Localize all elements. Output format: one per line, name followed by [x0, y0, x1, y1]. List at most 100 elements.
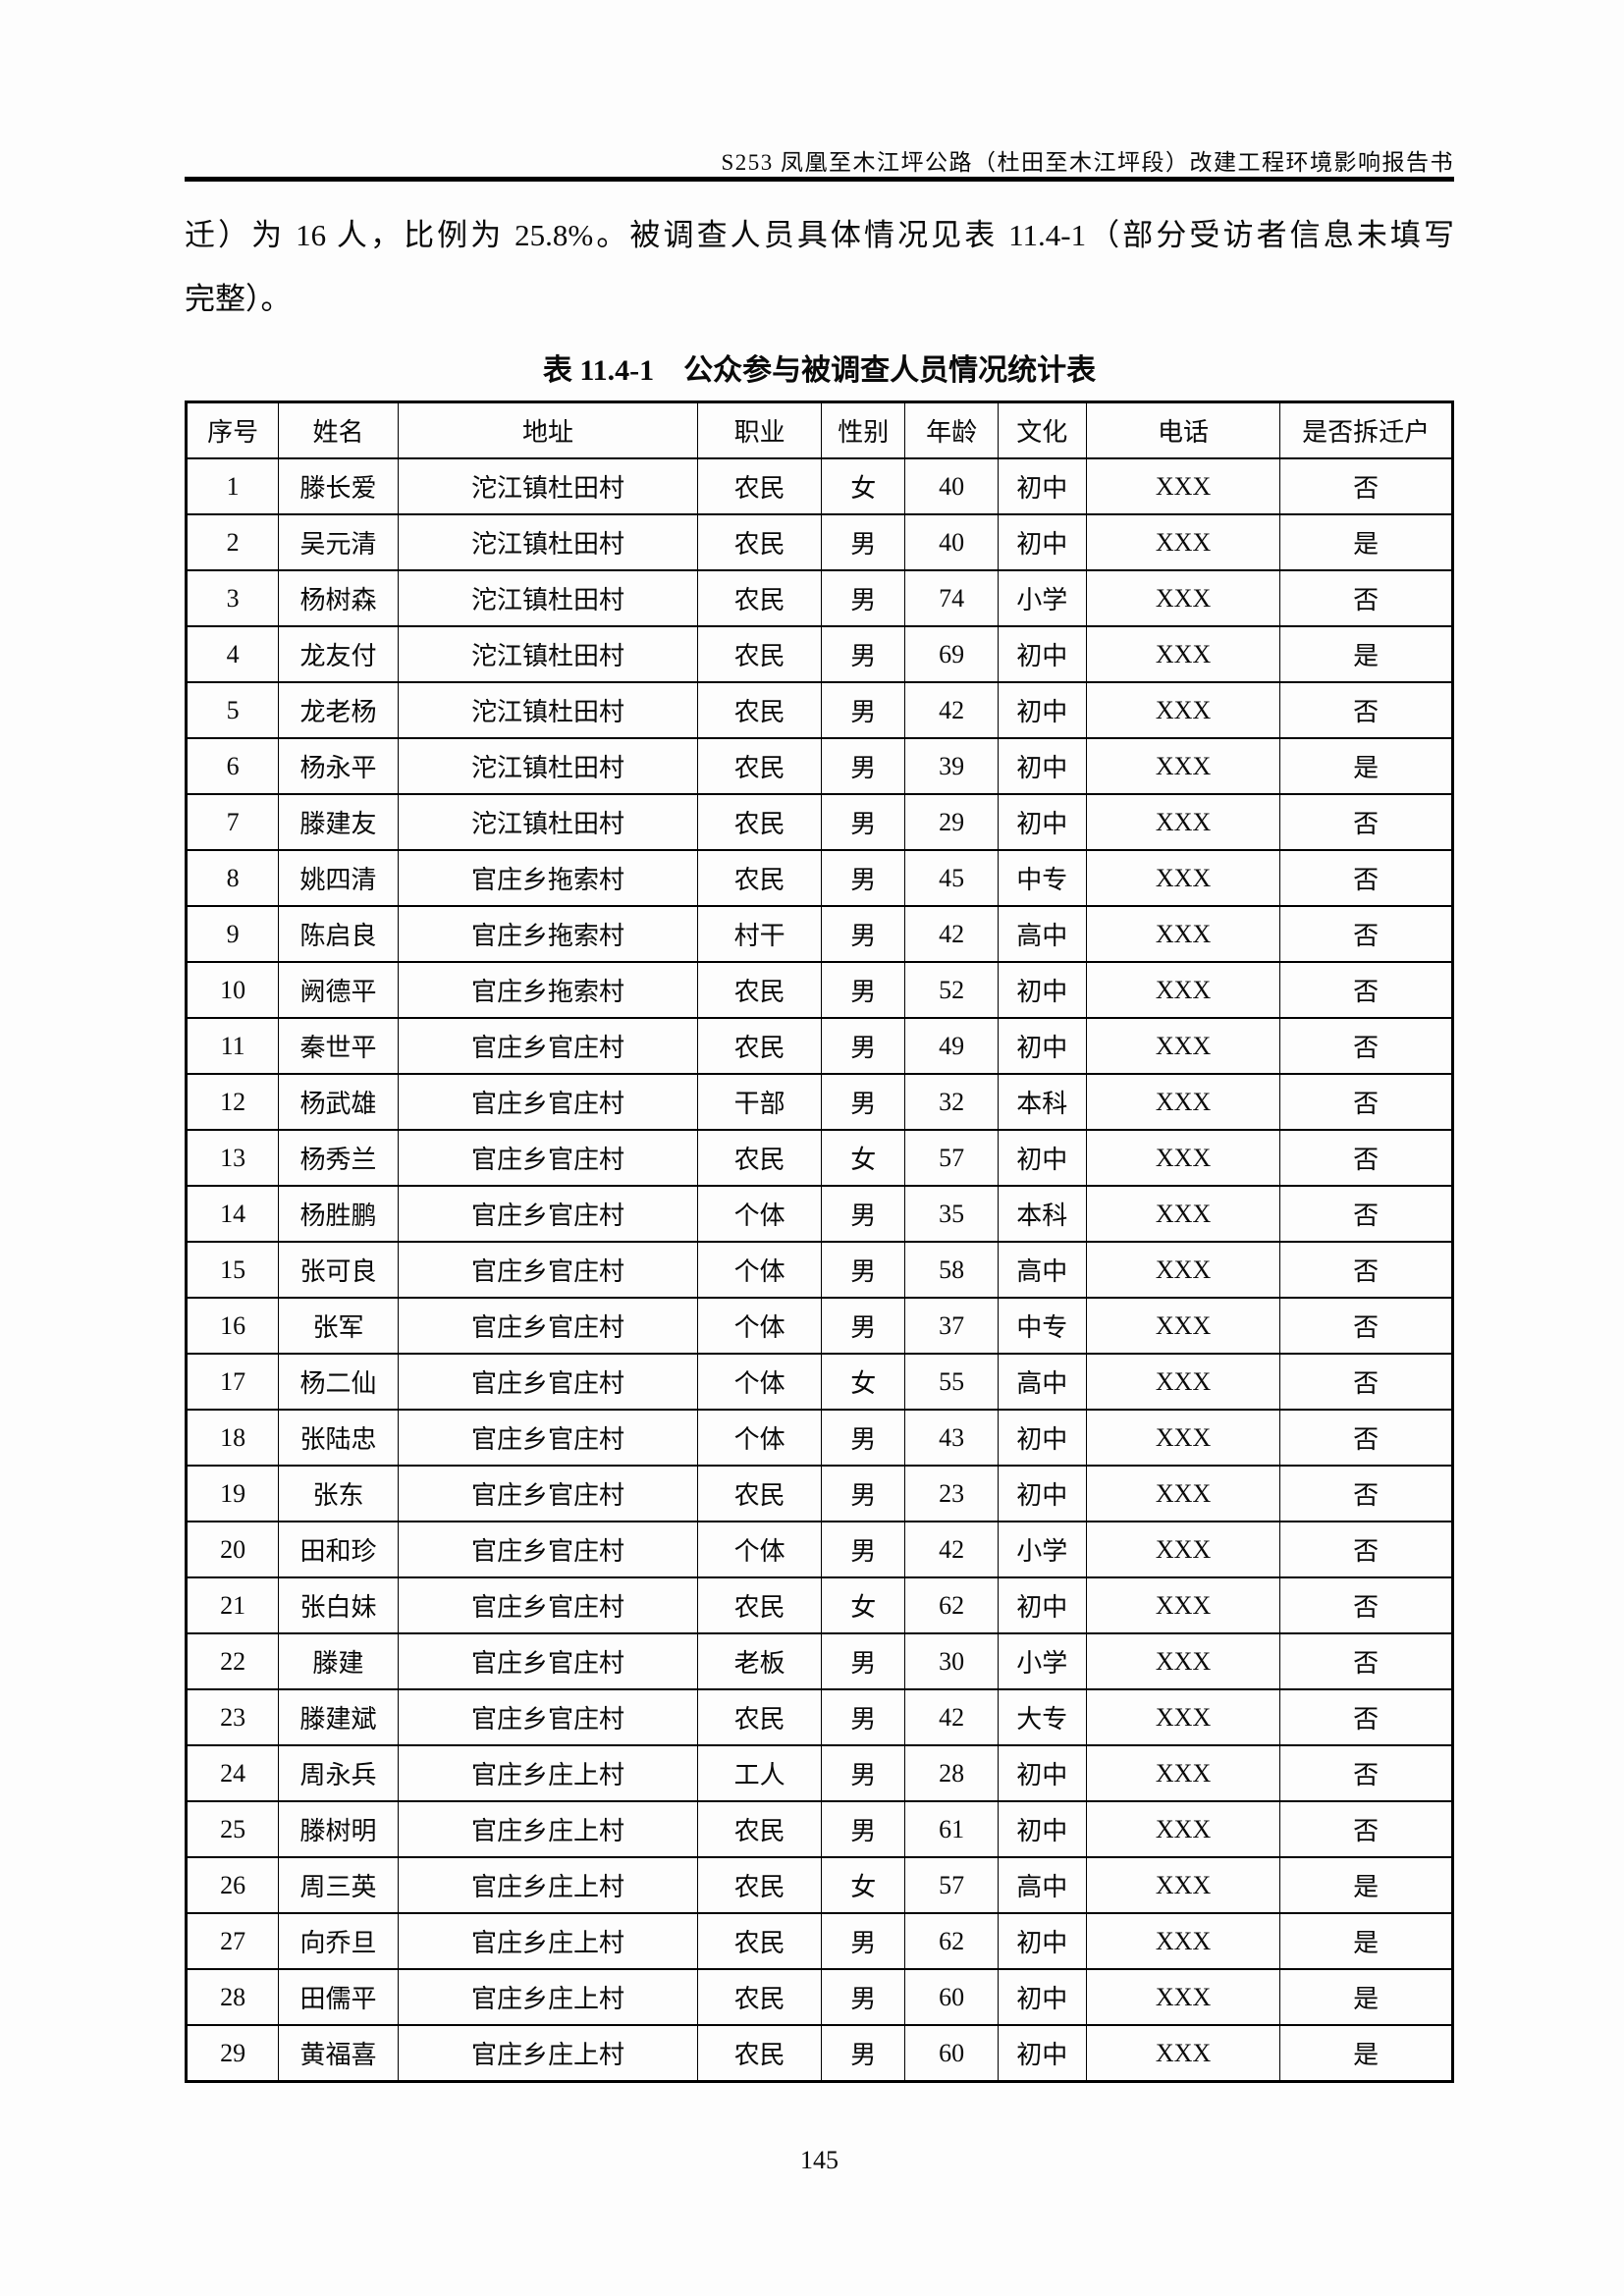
cell-age: 55: [904, 1353, 999, 1411]
cell-name: 张可良: [278, 1241, 399, 1299]
table-header-row: 序号 姓名 地址 职业 性别 年龄 文化 电话 是否拆迁户: [185, 400, 1453, 459]
cell-name: 杨二仙: [278, 1353, 399, 1411]
cell-occupation: 个体: [697, 1409, 823, 1467]
cell-occupation: 农民: [697, 1129, 823, 1187]
cell-gender: 男: [821, 2024, 906, 2083]
cell-occupation: 农民: [697, 1856, 823, 1914]
table-row: 16 张军 官庄乡官庄村 个体男 37 中专 XXX 否: [185, 1297, 1453, 1355]
cell-address: 沱江镇杜田村: [397, 681, 699, 739]
cell-gender: 男: [821, 1968, 906, 2026]
cell-gender: 男: [821, 1185, 906, 1243]
cell-is-relocated: 是: [1279, 1856, 1453, 1914]
cell-is-relocated: 否: [1279, 1688, 1453, 1746]
cell-address: 沱江镇杜田村: [397, 793, 699, 851]
cell-phone: XXX: [1085, 681, 1281, 739]
cell-education: 高中: [997, 1241, 1087, 1299]
cell-occupation: 农民: [697, 1912, 823, 1970]
cell-phone: XXX: [1085, 1297, 1281, 1355]
cell-address: 官庄乡官庄村: [397, 1241, 699, 1299]
table-row: 12 杨武雄 官庄乡官庄村 干部男 32 本科 XXX 否: [185, 1073, 1453, 1131]
cell-occupation: 农民: [697, 793, 823, 851]
cell-age: 42: [904, 1521, 999, 1578]
cell-phone: XXX: [1085, 793, 1281, 851]
table-row: 2 吴元清 沱江镇杜田村 农民男 40 初中 XXX 是: [185, 513, 1453, 571]
cell-age: 45: [904, 849, 999, 907]
cell-occupation: 农民: [697, 2024, 823, 2083]
cell-phone: XXX: [1085, 1017, 1281, 1075]
table-row: 6 杨永平 沱江镇杜田村 农民男 39 初中 XXX 是: [185, 737, 1453, 795]
cell-address: 沱江镇杜田村: [397, 625, 699, 683]
cell-index: 13: [185, 1129, 280, 1187]
cell-age: 40: [904, 513, 999, 571]
cell-gender: 男: [821, 1521, 906, 1578]
cell-phone: XXX: [1085, 1521, 1281, 1578]
cell-index: 22: [185, 1632, 280, 1690]
cell-phone: XXX: [1085, 1800, 1281, 1858]
cell-index: 3: [185, 569, 280, 627]
cell-age: 57: [904, 1856, 999, 1914]
cell-index: 7: [185, 793, 280, 851]
cell-education: 小学: [997, 569, 1087, 627]
cell-occupation: 个体: [697, 1241, 823, 1299]
cell-index: 17: [185, 1353, 280, 1411]
cell-index: 8: [185, 849, 280, 907]
cell-is-relocated: 否: [1279, 1073, 1453, 1131]
cell-education: 高中: [997, 1856, 1087, 1914]
cell-is-relocated: 否: [1279, 793, 1453, 851]
cell-name: 姚四清: [278, 849, 399, 907]
cell-name: 周三英: [278, 1856, 399, 1914]
cell-gender: 男: [821, 1912, 906, 1970]
table-title: 表 11.4-1 公众参与被调查人员情况统计表: [542, 354, 1097, 387]
cell-education: 高中: [997, 1353, 1087, 1411]
cell-education: 小学: [997, 1632, 1087, 1690]
cell-occupation: 农民: [697, 513, 823, 571]
table-row: 3 杨树森 沱江镇杜田村 农民男 74 小学 XXX 否: [185, 569, 1453, 627]
cell-occupation: 农民: [697, 1465, 823, 1522]
cell-name: 杨树森: [278, 569, 399, 627]
cell-age: 42: [904, 905, 999, 963]
cell-address: 官庄乡官庄村: [397, 1576, 699, 1634]
cell-is-relocated: 否: [1279, 1409, 1453, 1467]
paragraph-line-2: 完整）。: [185, 282, 292, 316]
cell-phone: XXX: [1085, 1576, 1281, 1634]
cell-name: 滕建斌: [278, 1688, 399, 1746]
cell-address: 官庄乡官庄村: [397, 1073, 699, 1131]
cell-phone: XXX: [1085, 737, 1281, 795]
cell-is-relocated: 否: [1279, 1017, 1453, 1075]
cell-education: 初中: [997, 457, 1087, 515]
cell-occupation: 农民: [697, 569, 823, 627]
cell-is-relocated: 否: [1279, 1353, 1453, 1411]
column-header-occupation: 职业: [697, 400, 823, 459]
table-row: 26 周三英 官庄乡庄上村 农民女 57 高中 XXX 是: [185, 1856, 1453, 1914]
cell-is-relocated: 否: [1279, 457, 1453, 515]
cell-is-relocated: 是: [1279, 1912, 1453, 1970]
cell-occupation: 村干: [697, 905, 823, 963]
cell-age: 42: [904, 681, 999, 739]
cell-is-relocated: 否: [1279, 1521, 1453, 1578]
cell-occupation: 个体: [697, 1353, 823, 1411]
cell-address: 沱江镇杜田村: [397, 737, 699, 795]
cell-gender: 男: [821, 1297, 906, 1355]
cell-address: 官庄乡拖索村: [397, 849, 699, 907]
header-rule: [185, 177, 1454, 182]
cell-education: 初中: [997, 1465, 1087, 1522]
cell-phone: XXX: [1085, 1856, 1281, 1914]
table-row: 19 张东 官庄乡官庄村 农民男 23 初中 XXX 否: [185, 1465, 1453, 1522]
table-row: 10 阙德平 官庄乡拖索村 农民男 52 初中 XXX 否: [185, 961, 1453, 1019]
table-row: 29 黄福喜 官庄乡庄上村 农民男 60 初中 XXX 是: [185, 2024, 1453, 2083]
table-row: 22 滕建 官庄乡官庄村 老板男 30 小学 XXX 否: [185, 1632, 1453, 1690]
table-row: 1 滕长爱 沱江镇杜田村 农民女 40 初中 XXX 否: [185, 457, 1453, 515]
cell-age: 58: [904, 1241, 999, 1299]
table-head: 序号 姓名 地址 职业 性别 年龄 文化 电话 是否拆迁户: [185, 400, 1453, 459]
table-row: 15 张可良 官庄乡官庄村 个体男 58 高中 XXX 否: [185, 1241, 1453, 1299]
cell-education: 初中: [997, 1129, 1087, 1187]
cell-address: 官庄乡官庄村: [397, 1017, 699, 1075]
cell-is-relocated: 是: [1279, 2024, 1453, 2083]
cell-education: 初中: [997, 737, 1087, 795]
cell-age: 60: [904, 1968, 999, 2026]
table-row: 18 张陆忠 官庄乡官庄村 个体男 43 初中 XXX 否: [185, 1409, 1453, 1467]
cell-phone: XXX: [1085, 849, 1281, 907]
cell-index: 9: [185, 905, 280, 963]
cell-occupation: 农民: [697, 1017, 823, 1075]
